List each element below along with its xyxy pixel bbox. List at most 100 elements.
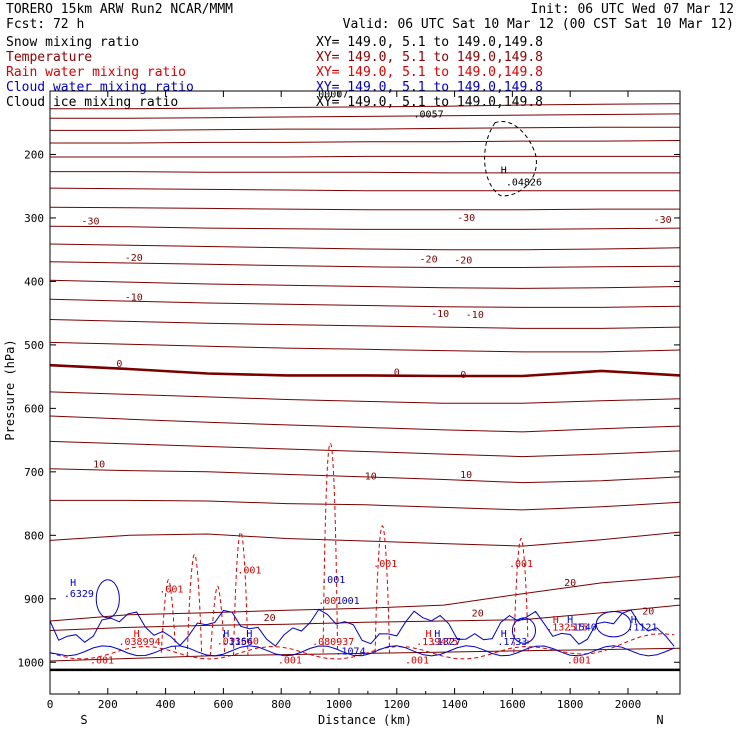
cloud-water-label: .001 — [321, 575, 345, 586]
snow-label: H — [501, 166, 507, 177]
temperature-label: -30 — [457, 213, 475, 224]
temperature-isotherm — [50, 531, 680, 547]
rain-label: .001 — [278, 656, 302, 667]
temperature-isotherm — [50, 499, 680, 511]
x-tick-label: 2000 — [615, 698, 642, 711]
cloud-water-contour — [50, 645, 675, 657]
cloud-water-label: H — [223, 629, 229, 640]
rain-label: .001 — [318, 596, 342, 607]
cloud-water-label: .6329 — [64, 589, 94, 600]
y-tick-label: 200 — [24, 148, 44, 161]
header-valid: Valid: 06 UTC Sat 10 Mar 12 (00 CST Sat … — [343, 17, 734, 32]
temperature-isotherm — [50, 126, 680, 131]
y-tick-label: 900 — [24, 593, 44, 606]
temperature-isotherm — [50, 415, 680, 433]
temperature-label: 10 — [365, 471, 377, 482]
x-tick-label: 1000 — [326, 698, 353, 711]
legend-xy: XY= 149.0, 5.1 to 149.0,149.8 — [316, 95, 543, 110]
y-tick-label: 600 — [24, 402, 44, 415]
cloud-water-label: .1121 — [627, 623, 657, 634]
temperature-label: 20 — [264, 613, 276, 624]
temperature-isotherm — [50, 468, 680, 484]
cloud-water-contour — [95, 579, 120, 619]
cloud-water-label: .1733 — [497, 637, 527, 648]
rain-contour — [50, 633, 675, 660]
temperature-label: -30 — [654, 215, 672, 226]
legend-label: Temperature — [6, 50, 92, 65]
y-tick-label: 1000 — [18, 656, 45, 669]
temperature-label: -20 — [420, 254, 438, 265]
x-end-label-north: N — [656, 713, 663, 727]
cloud-water-contour — [511, 617, 537, 644]
temperature-label: -10 — [431, 309, 449, 320]
cloud-water-label: H — [70, 578, 76, 589]
temperature-isotherm — [50, 243, 680, 251]
temperature-isotherm — [50, 341, 680, 353]
rain-contour — [233, 531, 249, 656]
cloud-water-label: H — [501, 629, 507, 640]
legend: Snow mixing ratio XY= 149.0, 5.1 to 149.0… — [6, 35, 543, 110]
cloud-water-label: .1156 — [223, 637, 253, 648]
rain-contour — [160, 579, 177, 653]
cloud-water-label: H — [567, 615, 573, 626]
y-tick-label: 800 — [24, 529, 44, 542]
temperature-isotherm — [50, 319, 680, 329]
rain-label: H — [134, 629, 140, 640]
rain-label: .139475 — [416, 637, 458, 648]
legend-label: Cloud ice mixing ratio — [6, 95, 178, 110]
plot-frame — [49, 90, 681, 695]
rain-contour — [513, 537, 529, 653]
cloud-water-label: .001 — [336, 596, 360, 607]
temperature-isotherm — [50, 261, 680, 268]
axes: 0 200 400 600 800 1000 1200 1400 1600 1800 2000200… — [18, 90, 681, 711]
header-init: Init: 06 UTC Wed 07 Mar 12 — [531, 2, 735, 17]
x-tick-label: 1800 — [557, 698, 584, 711]
x-tick-label: 800 — [271, 698, 291, 711]
snow-contour — [484, 121, 537, 197]
x-tick-label: 200 — [98, 698, 118, 711]
temperature-isotherm — [50, 171, 680, 174]
rain-label: .001 — [567, 656, 591, 667]
temperature-isotherm — [50, 391, 680, 404]
temperature-label: -10 — [466, 310, 484, 321]
temperature-isotherm — [50, 155, 680, 158]
temperature-isotherm — [50, 113, 680, 119]
temperature-isotherm — [50, 576, 680, 622]
temperature-isotherm — [50, 604, 680, 631]
x-end-label-south: S — [80, 713, 87, 727]
temperature-label: 0 — [460, 370, 466, 381]
temperature-label: -20 — [454, 256, 472, 267]
snow-label: .0057 — [414, 110, 444, 121]
temperature-isotherm — [50, 187, 680, 192]
y-tick-label: 400 — [24, 275, 44, 288]
cloud-water-label: .1074 — [335, 647, 365, 658]
x-tick-label: 400 — [156, 698, 176, 711]
x-axis-label: Distance (km) — [318, 713, 412, 727]
rain-label: .132515 — [546, 623, 588, 634]
x-tick-label: 1200 — [384, 698, 411, 711]
rain-label: .033640 — [217, 636, 259, 647]
x-tick-label: 1600 — [499, 698, 526, 711]
y-tick-label: 500 — [24, 339, 44, 352]
header-line1: TORERO 15km ARW Run2 NCAR/MMM — [6, 2, 233, 17]
temperature-label: 0 — [394, 367, 400, 378]
temperature-label: 0 — [116, 359, 122, 370]
rain-label: .001 — [90, 656, 114, 667]
temperature-label: 10 — [93, 459, 105, 470]
snow-label: .04826 — [506, 178, 542, 189]
rain-label: .038994 — [119, 637, 161, 648]
temperature-label: -30 — [81, 216, 99, 227]
snow-label: 00007 — [318, 89, 348, 100]
rain-contour — [186, 553, 203, 656]
cloud-water-label: H — [631, 615, 637, 626]
rain-label: H — [553, 615, 559, 626]
temperature-label: 20 — [564, 578, 576, 589]
cloud-water-contour — [50, 608, 675, 647]
cloud-water-label: H — [434, 629, 440, 640]
y-tick-label: 700 — [24, 466, 44, 479]
temperature-isotherm — [50, 298, 680, 308]
temperature-isotherm — [50, 103, 680, 110]
temperature-label: 10 — [460, 470, 472, 481]
legend-xy: XY= 149.0, 5.1 to 149.0,149.8 — [316, 35, 543, 50]
